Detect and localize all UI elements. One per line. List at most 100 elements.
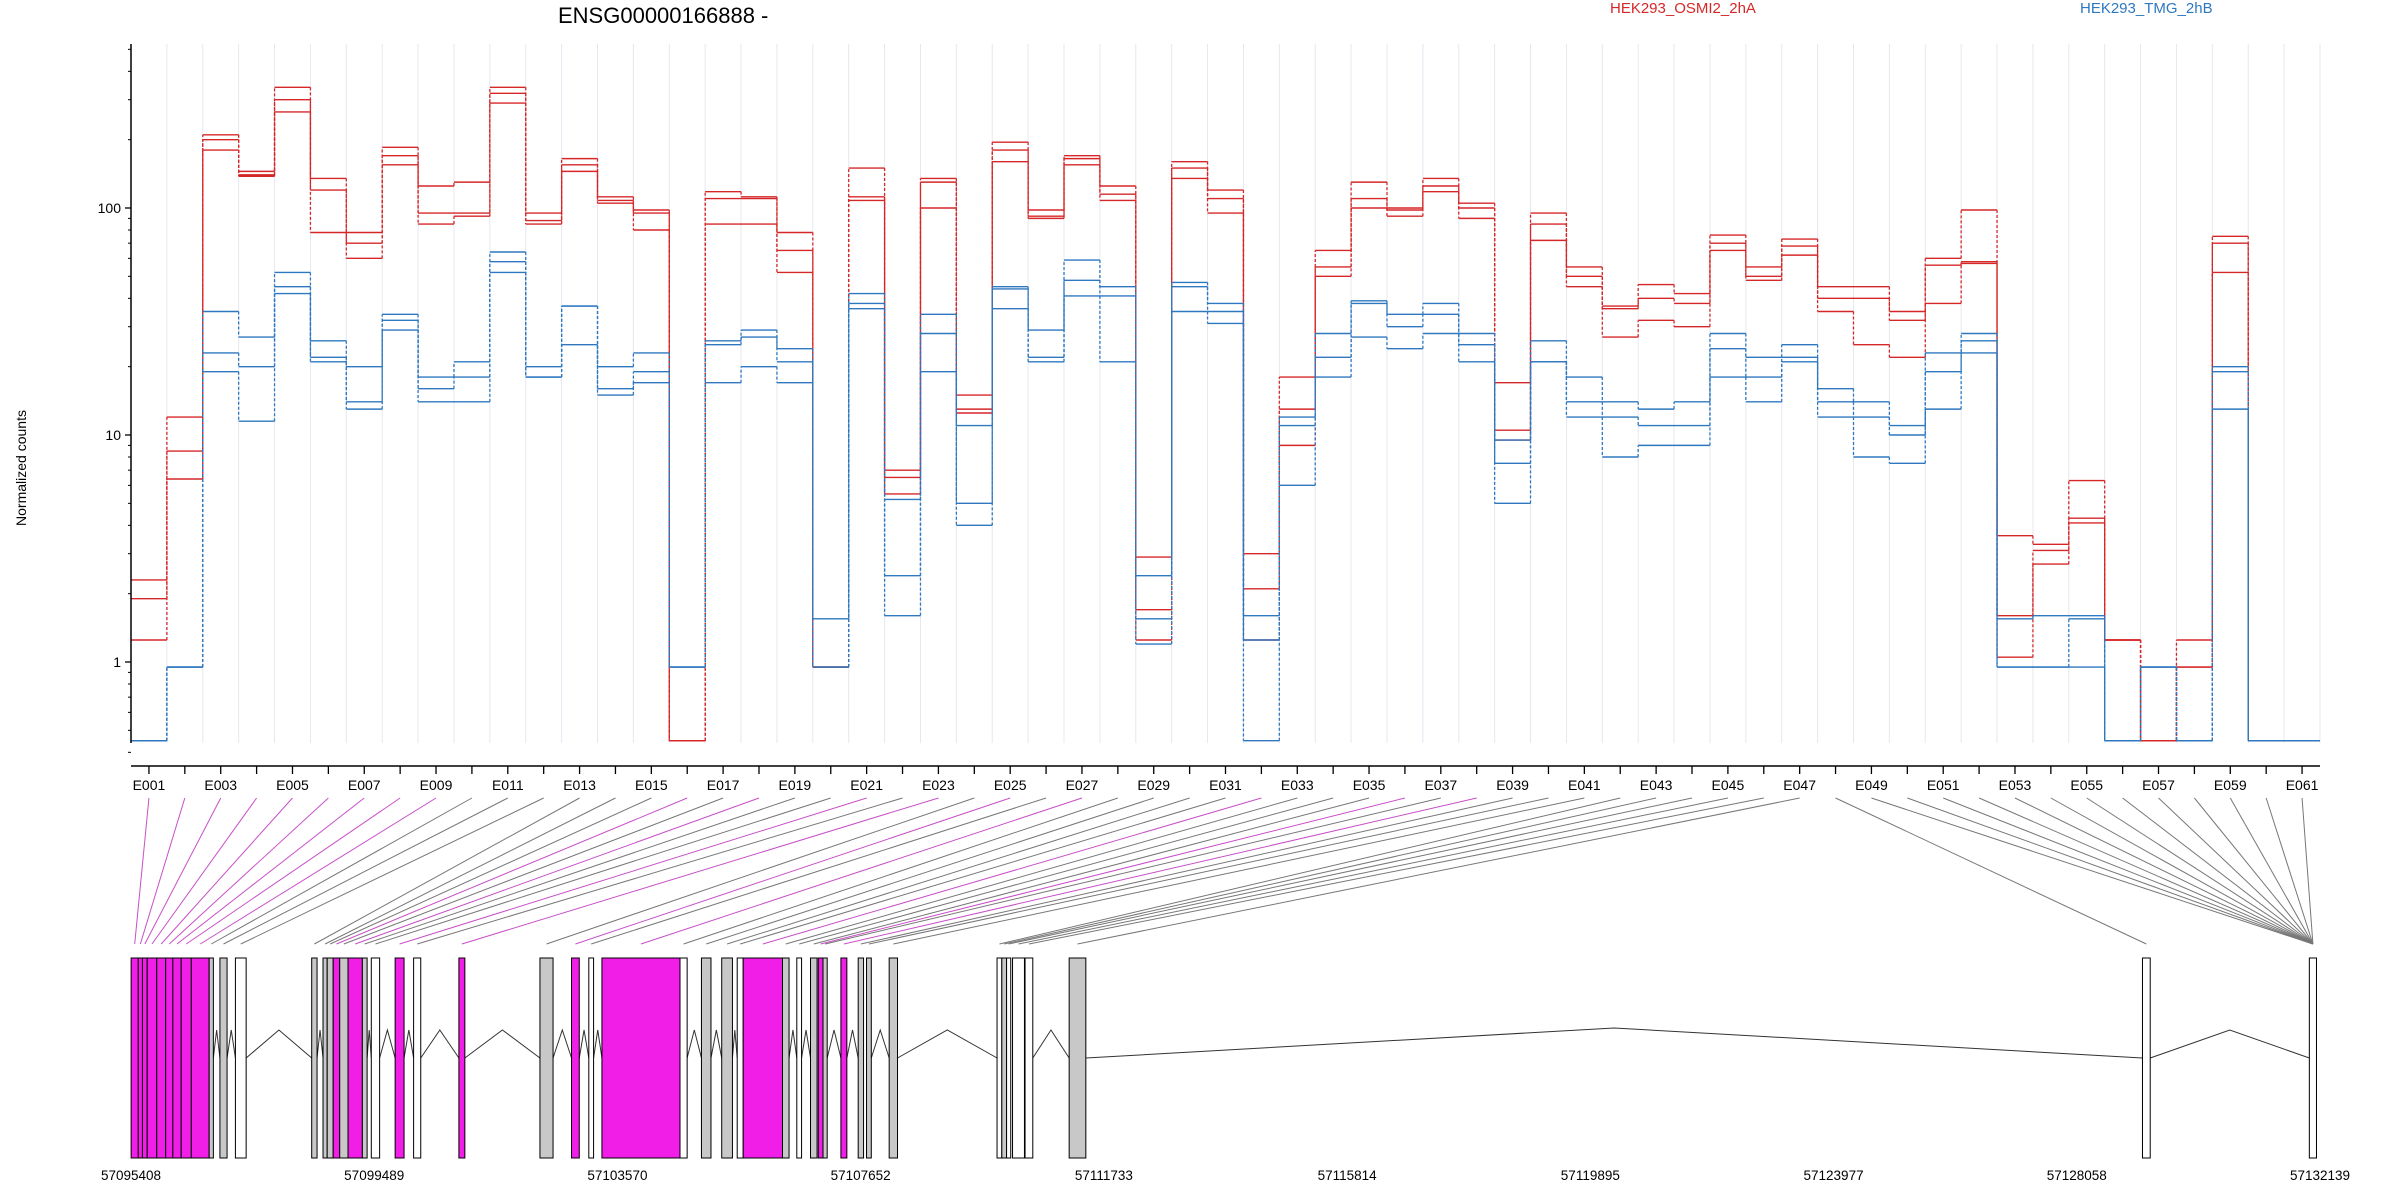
- exon-connector: [860, 797, 1513, 945]
- exon-label: E003: [204, 777, 237, 793]
- exon-connector: [324, 797, 616, 945]
- exon-box: [311, 957, 318, 1159]
- exon-box: [679, 957, 688, 1159]
- exon-box: [822, 957, 828, 1159]
- exon-connector: [1008, 797, 1693, 945]
- series-lines: [131, 86, 2320, 742]
- exon-connector: [343, 797, 724, 945]
- exon-connector: [813, 797, 1370, 945]
- exon-connector: [546, 797, 975, 945]
- exon-connector: [740, 797, 1226, 945]
- exon-connector: [2158, 797, 2314, 945]
- exon-connector: [2229, 797, 2314, 945]
- exon-label: E019: [779, 777, 812, 793]
- exon-label: E031: [1209, 777, 1242, 793]
- intron-line: [226, 1029, 236, 1059]
- y-ticks: 1 10 100: [98, 48, 131, 753]
- coordinate-label: 57103570: [587, 1168, 647, 1183]
- exon-box: [1024, 957, 1034, 1159]
- y-axis-label: Normalized counts: [13, 410, 29, 526]
- intron-line: [2150, 1029, 2310, 1059]
- coordinate-label: 57099489: [344, 1168, 404, 1183]
- intron-line: [593, 1029, 603, 1059]
- exon-connector: [160, 797, 293, 945]
- exon-connector: [1077, 797, 1800, 945]
- exon-connector: [575, 797, 1011, 945]
- exon-label: E053: [1999, 777, 2032, 793]
- exon-label: E027: [1066, 777, 1099, 793]
- legend-entry-tmg: HEK293_TMG_2hB: [2080, 0, 2213, 17]
- exon-box: [394, 957, 405, 1159]
- exon-connector: [211, 797, 473, 945]
- exon-connector: [176, 797, 365, 945]
- intron-line: [846, 1029, 859, 1059]
- exon-label: E005: [276, 777, 309, 793]
- intron-line: [316, 1029, 324, 1059]
- exon-connector: [240, 797, 544, 945]
- coordinate-label: 57132139: [2290, 1168, 2350, 1183]
- exon-connector: [2122, 797, 2314, 945]
- exon-connector: [2086, 797, 2314, 945]
- exon-label: E001: [133, 777, 166, 793]
- exon-box: [571, 957, 580, 1159]
- intron-line: [826, 1029, 842, 1059]
- exon-connector: [336, 797, 688, 945]
- gene-model: [130, 957, 2317, 1159]
- exon-box: [234, 957, 247, 1159]
- exon-box: [165, 957, 174, 1159]
- exon-connector: [843, 797, 1477, 945]
- y-tick-label: 100: [98, 200, 122, 216]
- exon-box: [781, 957, 790, 1159]
- exon-label: E045: [1712, 777, 1745, 793]
- exon-box: [1001, 957, 1008, 1159]
- exon-box: [736, 957, 744, 1159]
- exon-connector: [1978, 797, 2314, 945]
- exon-label: E051: [1927, 777, 1960, 793]
- exon-label: E061: [2286, 777, 2319, 793]
- coordinate-label: 57111733: [1075, 1168, 1133, 1183]
- exon-connector: [314, 797, 580, 945]
- exon-box: [137, 957, 143, 1159]
- exon-label: E021: [850, 777, 883, 793]
- exon-box: [817, 957, 824, 1159]
- exon-connector: [820, 797, 1406, 945]
- exon-connector: [893, 797, 1585, 945]
- exon-label: E029: [1137, 777, 1170, 793]
- exon-box: [361, 957, 368, 1159]
- exon-connector: [199, 797, 437, 945]
- exon-box: [146, 957, 158, 1159]
- chart-title: ENSG00000166888 -: [558, 3, 768, 28]
- series-line: [131, 251, 2320, 742]
- exon-box: [130, 957, 139, 1159]
- exon-box: [156, 957, 167, 1159]
- exon-box: [2308, 957, 2317, 1159]
- grid-lines: [130, 44, 2321, 743]
- intron-line: [1032, 1029, 1070, 1059]
- exon-connector: [1907, 797, 2314, 945]
- exon-box: [601, 957, 681, 1159]
- intron-line: [731, 1029, 738, 1059]
- exon-box: [219, 957, 228, 1159]
- exon-box: [1068, 957, 1087, 1159]
- exon-box: [413, 957, 422, 1159]
- exon-connector: [1871, 797, 2314, 945]
- exon-connector: [2014, 797, 2314, 945]
- coordinate-label: 57123977: [1804, 1168, 1864, 1183]
- intron-line: [403, 1029, 415, 1059]
- exon-connector: [868, 797, 1549, 945]
- series-line: [131, 271, 2320, 742]
- exon-box: [700, 957, 712, 1159]
- exon-connector: [824, 797, 1441, 945]
- exon-label: E049: [1855, 777, 1888, 793]
- exon-connector: [144, 797, 222, 945]
- coordinate-label: 57115814: [1318, 1168, 1378, 1183]
- intron-line: [1085, 1027, 2143, 1059]
- exon-connector: [683, 797, 1119, 945]
- exon-box: [2141, 957, 2151, 1159]
- series-line: [131, 86, 2320, 742]
- exon-connector: [591, 797, 1047, 945]
- exon-box: [539, 957, 554, 1159]
- coordinate-label: 57095408: [101, 1168, 161, 1183]
- exon-connector: [375, 797, 831, 945]
